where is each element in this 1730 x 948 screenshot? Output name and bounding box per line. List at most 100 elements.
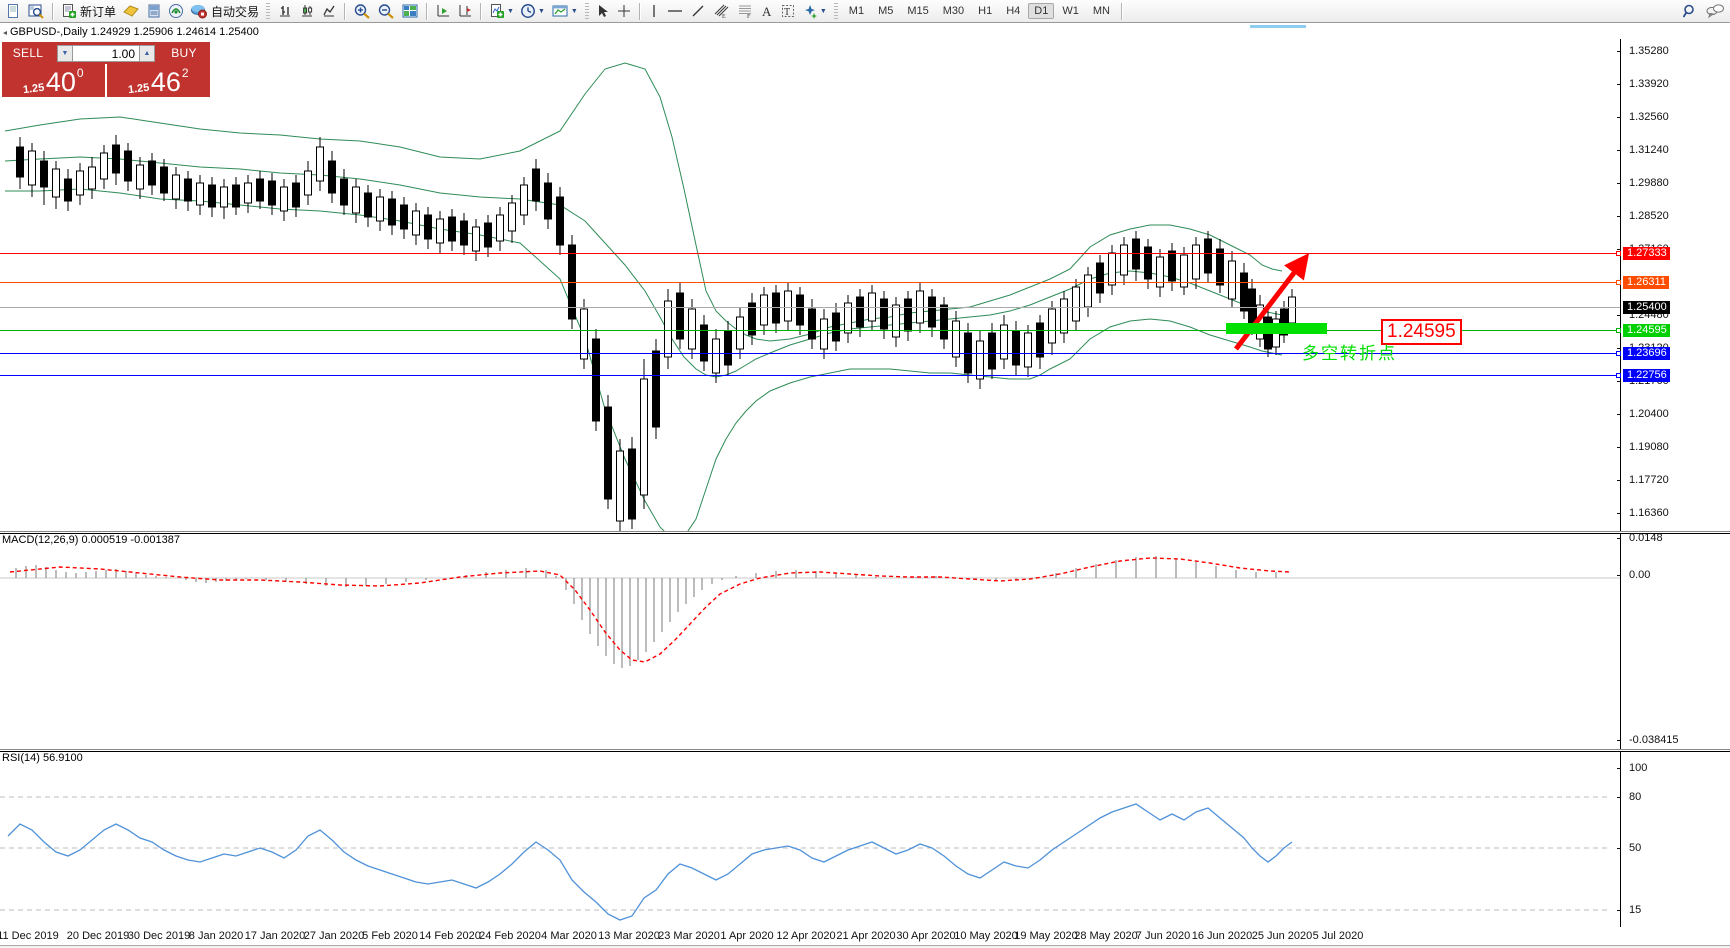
horizontal-line-tool-icon[interactable] [663, 1, 687, 22]
level-handle-resistance-2[interactable] [1616, 280, 1621, 285]
toolbar-grip[interactable] [266, 2, 271, 20]
price-label-blue-2: 1.22756 [1623, 369, 1670, 382]
equidistant-channel-tool-icon[interactable]: E [709, 1, 733, 22]
search-icon[interactable] [1678, 1, 1702, 22]
buy-price-display[interactable]: 1.25 46 2 [107, 64, 210, 97]
volume-decrease-icon[interactable]: ▼ [57, 44, 73, 62]
tab-timeframe-d1[interactable]: D1 [1028, 3, 1055, 19]
rsi-label[interactable]: RSI(14) 56.9100 [2, 752, 83, 764]
chevron-down-icon-3[interactable]: ▼ [570, 7, 578, 15]
turning-point-note[interactable]: 多空转折点 [1302, 344, 1397, 364]
tab-timeframe-m1[interactable]: M1 [848, 5, 865, 17]
chart-shift-icon[interactable] [454, 1, 476, 22]
trade-panel-prices: 1.25 40 0 1.25 46 2 [2, 64, 210, 97]
svg-text:A: A [762, 4, 772, 19]
price-level-resistance-2[interactable] [0, 282, 1620, 283]
text-tool-icon[interactable]: A [757, 1, 777, 22]
pane-separator-1[interactable] [0, 531, 1730, 534]
rsi-y-axis[interactable]: 100 80 50 15 0 [1616, 752, 1730, 939]
pane-separator-2[interactable] [0, 749, 1730, 752]
tab-timeframe-h1[interactable]: H1 [978, 5, 993, 17]
autotrading-button[interactable]: 自动交易 [187, 1, 262, 22]
vertical-line-tool-icon[interactable] [645, 1, 663, 22]
x-tick: 28 May 2020 [1074, 930, 1138, 942]
signals-icon[interactable] [165, 1, 187, 22]
macd-label[interactable]: MACD(12,26,9) 0.000519 -0.001387 [2, 534, 180, 546]
toolbar-separator-5 [638, 2, 641, 20]
tab-timeframe-mn[interactable]: MN [1092, 5, 1110, 17]
x-axis[interactable]: 11 Dec 2019 20 Dec 2019 30 Dec 2019 8 Ja… [0, 927, 1730, 947]
line-chart-icon[interactable] [318, 1, 340, 22]
chart-window[interactable]: GBPUSD-,Daily 1.24929 1.25906 1.24614 1.… [0, 23, 1730, 948]
price-level-blue-1[interactable] [0, 353, 1620, 354]
sell-price-display[interactable]: 1.25 40 0 [2, 64, 105, 97]
price-level-blue-2[interactable] [0, 375, 1620, 376]
tile-windows-icon[interactable] [398, 1, 422, 22]
tab-timeframe-m30[interactable]: M30 [942, 5, 965, 17]
templates-icon[interactable]: ▼ [548, 1, 581, 22]
volume-input[interactable]: 1.00 [73, 44, 139, 62]
shapes-tool-icon[interactable]: ▼ [799, 1, 830, 22]
toolbar-grip-2[interactable] [584, 2, 589, 20]
x-tick: 24 Feb 2020 [479, 930, 541, 942]
market-watch-icon[interactable] [24, 1, 48, 22]
rsi-pane[interactable]: RSI(14) 56.9100 100 80 50 15 0 [0, 752, 1730, 939]
price-level-support-1[interactable] [0, 330, 1620, 331]
trendline-tool-icon[interactable] [687, 1, 709, 22]
macd-y-axis[interactable]: 0.0148 0.00 -0.038415 [1616, 532, 1730, 749]
fibonacci-tool-icon[interactable]: F [733, 1, 757, 22]
bar-chart-icon[interactable] [274, 1, 296, 22]
main-toolbar: 新订单 自动交易 [0, 0, 1730, 23]
period-icon[interactable]: ▼ [517, 1, 548, 22]
chevron-down-icon-2[interactable]: ▼ [537, 7, 545, 15]
toolbar-separator [52, 2, 54, 20]
tab-timeframe-m15[interactable]: M15 [907, 5, 929, 17]
chart-scroll-indicator[interactable] [1250, 25, 1306, 28]
level-handle-resistance-1[interactable] [1616, 251, 1621, 256]
crosshair-tool-icon[interactable] [613, 1, 635, 22]
navigator-icon[interactable] [143, 1, 165, 22]
bullish-arrow-icon[interactable] [1222, 251, 1342, 351]
zoom-in-icon[interactable] [350, 1, 374, 22]
tab-timeframe-w1[interactable]: W1 [1062, 5, 1079, 17]
new-order-button[interactable]: 新订单 [58, 1, 119, 22]
new-chart-icon[interactable] [2, 1, 24, 22]
tab-timeframe-m5[interactable]: M5 [878, 5, 894, 17]
label-tool-icon[interactable]: T [777, 1, 799, 22]
indicators-icon[interactable]: ▼ [486, 1, 517, 22]
buy-price-sup: 2 [181, 66, 189, 80]
level-handle-blue-1[interactable] [1616, 351, 1621, 356]
metaeditor-icon[interactable] [119, 1, 143, 22]
y-tick: 15 [1616, 904, 1641, 916]
level-handle-support-1[interactable] [1616, 328, 1621, 333]
buy-price-lead: 1.25 [127, 81, 151, 97]
price-pane[interactable]: 1.35280 1.33920 1.32560 1.31240 1.29880 … [0, 39, 1730, 531]
volume-increase-icon[interactable]: ▲ [139, 44, 155, 62]
x-tick: 5 Feb 2020 [362, 930, 418, 942]
zoom-out-icon[interactable] [374, 1, 398, 22]
sell-price-big: 40 [45, 67, 76, 97]
chevron-down-icon-4[interactable]: ▼ [819, 7, 827, 15]
sell-button[interactable]: SELL [2, 42, 54, 64]
toolbar-separator-6 [1120, 2, 1123, 20]
macd-pane[interactable]: MACD(12,26,9) 0.000519 -0.001387 0.0148 … [0, 532, 1730, 749]
x-tick: 17 Jan 2020 [244, 930, 306, 942]
cursor-tool-icon[interactable] [593, 1, 613, 22]
one-click-trading-panel[interactable]: SELL ▼ 1.00 ▲ BUY 1.25 40 0 1.25 46 2 [2, 42, 210, 97]
support-zone-box[interactable] [1226, 323, 1327, 334]
toolbar-grip-3[interactable] [833, 2, 838, 20]
sell-price-sup: 0 [76, 66, 84, 80]
auto-scroll-icon[interactable] [432, 1, 454, 22]
volume-stepper[interactable]: ▼ 1.00 ▲ [54, 42, 158, 64]
chart-collapse-icon[interactable] [3, 31, 7, 35]
tab-timeframe-h4[interactable]: H4 [1006, 5, 1021, 17]
chat-icon[interactable] [1702, 1, 1728, 22]
level-handle-blue-2[interactable] [1616, 373, 1621, 378]
buy-button[interactable]: BUY [158, 42, 210, 64]
toolbar-separator-3 [426, 2, 429, 20]
price-callout[interactable]: 1.24595 [1381, 319, 1462, 345]
price-level-resistance-1[interactable] [0, 253, 1620, 254]
candlestick-chart-icon[interactable] [296, 1, 318, 22]
chevron-down-icon[interactable]: ▼ [507, 7, 514, 15]
